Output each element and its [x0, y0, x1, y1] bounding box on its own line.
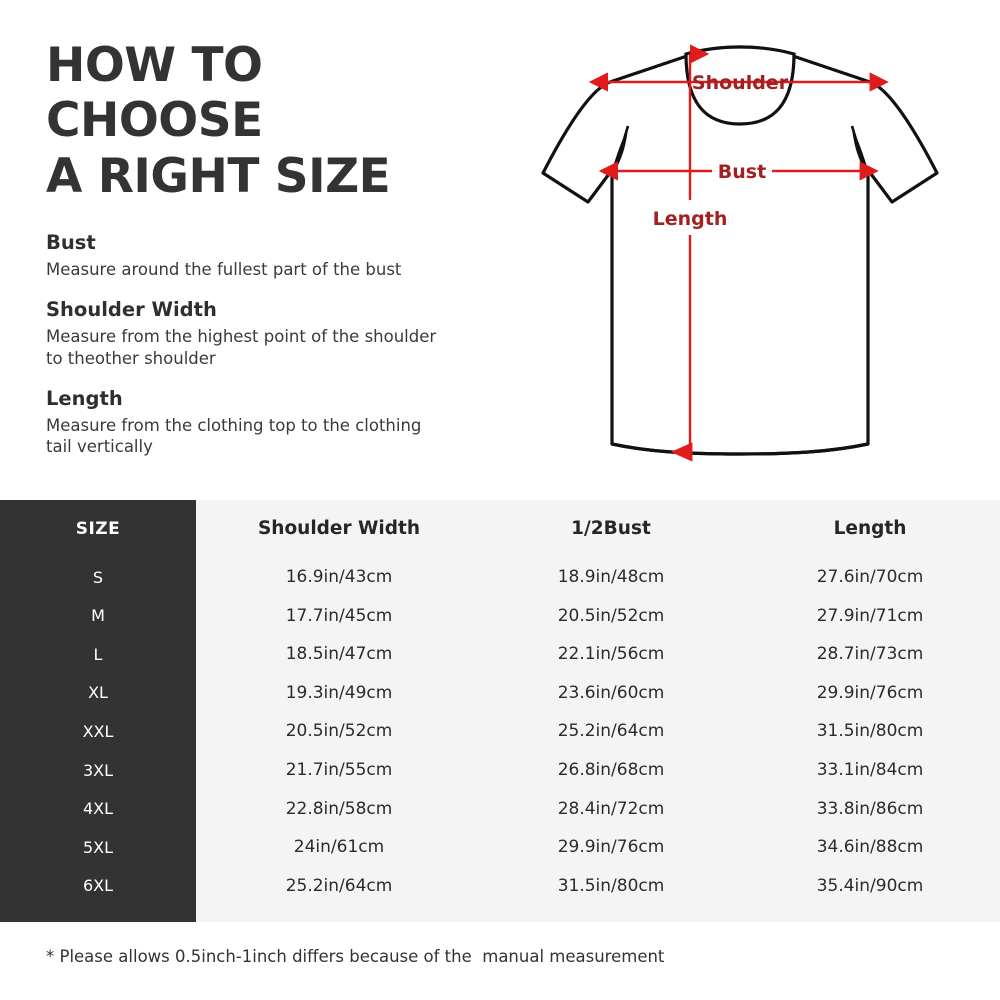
measure-term-shoulder-width: Shoulder Width [46, 298, 217, 322]
measure-term-bust: Bust [46, 231, 96, 255]
size-chart-grid: SIZE Shoulder Width 1/2Bust Length S 16.… [0, 500, 1000, 922]
measure-desc-length: Measure from the clothing top to the clo… [46, 415, 422, 457]
cell-length: 35.4in/90cm [816, 875, 924, 896]
table-header-row: SIZE Shoulder Width 1/2Bust Length [0, 500, 1000, 558]
cell-shoulder-width: 16.9in/43cm [285, 567, 393, 588]
cell-shoulder-width: 24in/61cm [293, 837, 385, 858]
cell-half-bust: 25.2in/64cm [557, 721, 665, 742]
size-guide-header-section: HOW TO CHOOSE A RIGHT SIZE Bust Measure … [46, 20, 980, 480]
measurement-disclaimer: * Please allows 0.5inch-1inch differs be… [46, 947, 665, 966]
cell-length: 34.6in/88cm [816, 837, 924, 858]
table-row: 3XL 21.7in/55cm 26.8in/68cm 33.1in/84cm [0, 751, 1000, 790]
cell-length: 33.1in/84cm [816, 760, 924, 781]
cell-length: 31.5in/80cm [816, 721, 924, 742]
cell-half-bust: 23.6in/60cm [557, 682, 665, 703]
cell-length: 33.8in/86cm [816, 798, 924, 819]
cell-length: 27.6in/70cm [816, 567, 924, 588]
measure-block-length: Length Measure from the clothing top to … [46, 386, 476, 458]
table-row: 6XL 25.2in/64cm 31.5in/80cm 35.4in/90cm [0, 867, 1000, 906]
measure-block-shoulder-width: Shoulder Width Measure from the highest … [46, 297, 476, 369]
cell-size: 5XL [82, 837, 114, 857]
measure-desc-bust: Measure around the fullest part of the b… [46, 259, 402, 279]
cell-shoulder-width: 19.3in/49cm [285, 682, 393, 703]
cell-shoulder-width: 21.7in/55cm [285, 760, 393, 781]
measure-term-length: Length [46, 387, 123, 411]
length-label: Length [653, 208, 728, 230]
cell-half-bust: 28.4in/72cm [557, 798, 665, 819]
tshirt-measurement-diagram: Length Shoulder Bust [500, 20, 980, 480]
cell-size: XXL [82, 722, 114, 742]
cell-size: L [93, 644, 103, 664]
table-row: S 16.9in/43cm 18.9in/48cm 27.6in/70cm [0, 558, 1000, 597]
cell-size: 4XL [82, 799, 114, 819]
table-row: M 17.7in/45cm 20.5in/52cm 27.9in/71cm [0, 597, 1000, 636]
cell-half-bust: 26.8in/68cm [557, 760, 665, 781]
cell-shoulder-width: 25.2in/64cm [285, 875, 393, 896]
table-row: XL 19.3in/49cm 23.6in/60cm 29.9in/76cm [0, 674, 1000, 713]
table-row: 5XL 24in/61cm 29.9in/76cm 34.6in/88cm [0, 828, 1000, 867]
table-row: L 18.5in/47cm 22.1in/56cm 28.7in/73cm [0, 635, 1000, 674]
column-header-size: SIZE [75, 518, 121, 539]
cell-shoulder-width: 20.5in/52cm [285, 721, 393, 742]
cell-shoulder-width: 18.5in/47cm [285, 644, 393, 665]
size-chart-table: SIZE Shoulder Width 1/2Bust Length S 16.… [0, 500, 1000, 922]
cell-half-bust: 31.5in/80cm [557, 875, 665, 896]
cell-size: 3XL [82, 760, 114, 780]
cell-length: 28.7in/73cm [816, 644, 924, 665]
cell-half-bust: 29.9in/76cm [557, 837, 665, 858]
cell-size: 6XL [82, 876, 114, 896]
cell-half-bust: 20.5in/52cm [557, 605, 665, 626]
table-row: 4XL 22.8in/58cm 28.4in/72cm 33.8in/86cm [0, 790, 1000, 829]
cell-size: S [92, 567, 104, 587]
measurement-instructions: HOW TO CHOOSE A RIGHT SIZE Bust Measure … [46, 38, 476, 475]
cell-shoulder-width: 17.7in/45cm [285, 605, 393, 626]
cell-half-bust: 22.1in/56cm [557, 644, 665, 665]
shoulder-label: Shoulder [692, 72, 789, 94]
bust-label: Bust [718, 161, 766, 183]
table-row: XXL 20.5in/52cm 25.2in/64cm 31.5in/80cm [0, 712, 1000, 751]
cell-shoulder-width: 22.8in/58cm [285, 798, 393, 819]
column-header-half-bust: 1/2Bust [571, 517, 651, 539]
hem-line [611, 442, 869, 456]
cell-half-bust: 18.9in/48cm [557, 567, 665, 588]
cell-length: 27.9in/71cm [816, 605, 924, 626]
cell-length: 29.9in/76cm [816, 682, 924, 703]
cell-size: M [91, 606, 105, 626]
column-header-shoulder-width: Shoulder Width [257, 517, 421, 539]
measure-desc-shoulder-width: Measure from the highest point of the sh… [46, 326, 437, 368]
size-column-background [0, 500, 196, 922]
page-title: HOW TO CHOOSE A RIGHT SIZE [46, 38, 391, 204]
cell-size: XL [88, 683, 108, 703]
column-header-length: Length [833, 517, 907, 539]
measure-block-bust: Bust Measure around the fullest part of … [46, 230, 476, 280]
